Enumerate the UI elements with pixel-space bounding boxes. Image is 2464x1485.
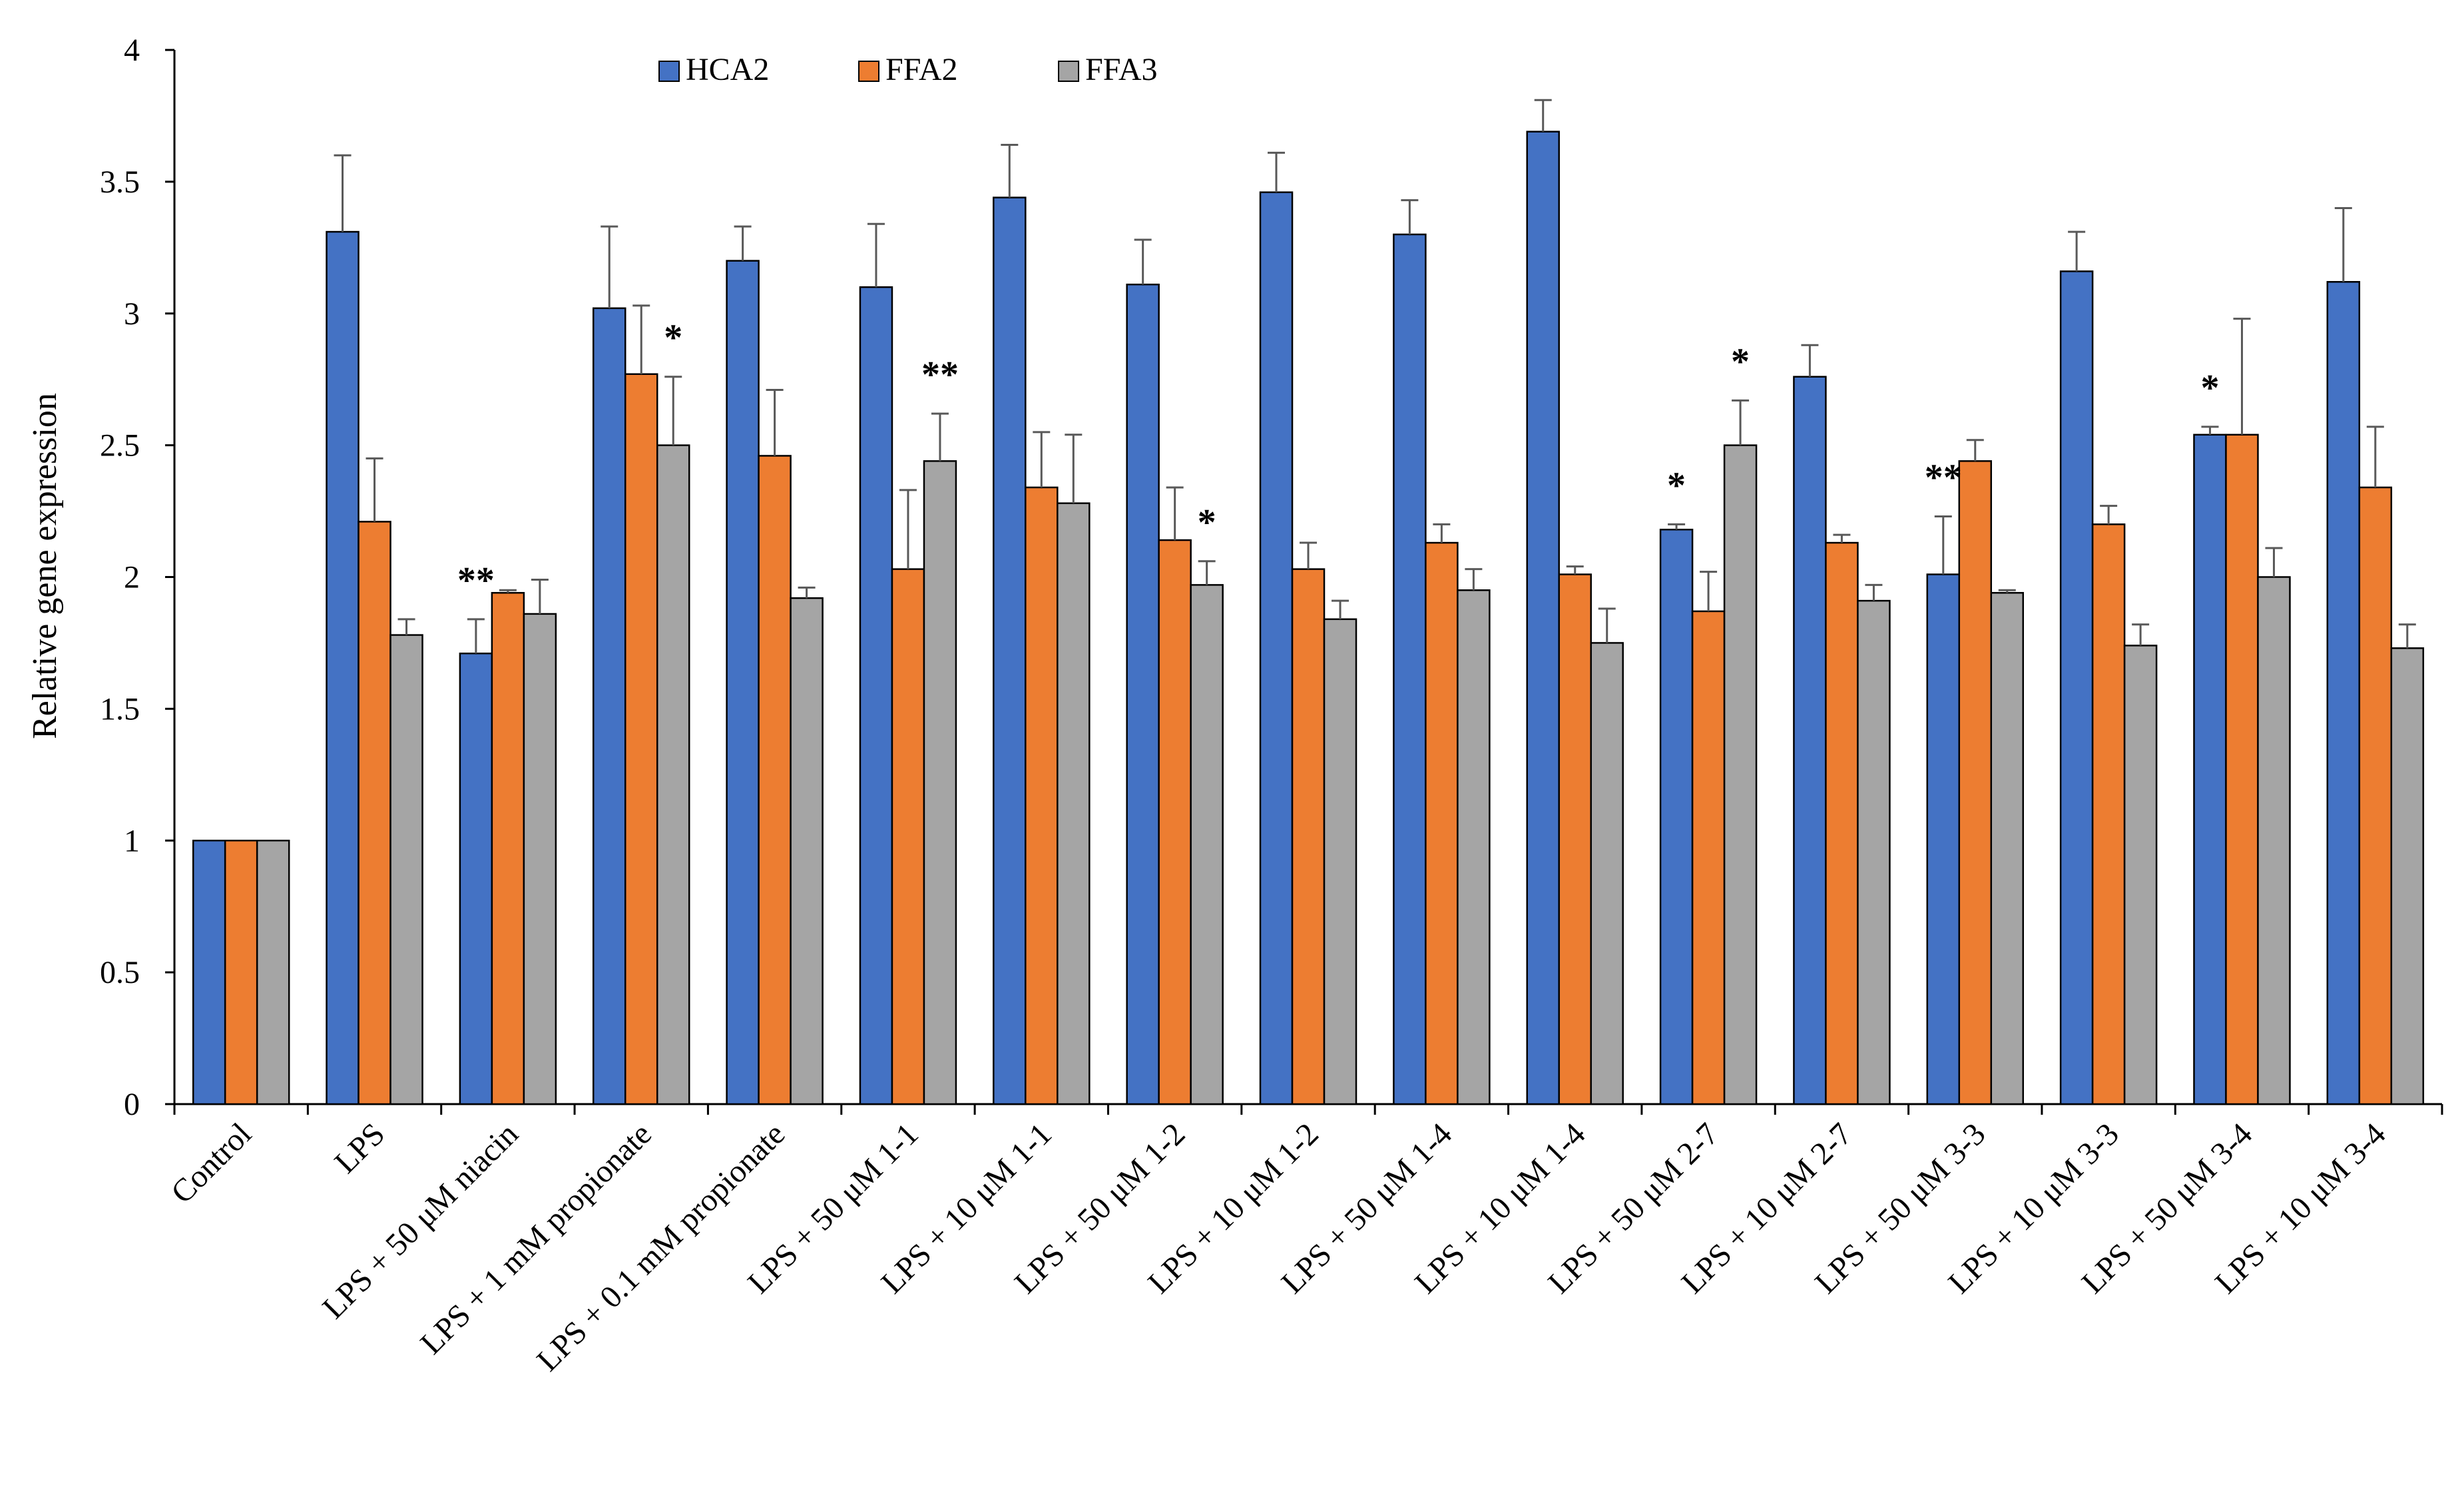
bars-layer	[192, 131, 2425, 1105]
bar-ffa2	[358, 521, 391, 1105]
bar-hca2	[326, 230, 360, 1105]
bar-hca2	[726, 260, 760, 1105]
bar-ffa3	[1057, 502, 1091, 1105]
bar-ffa3	[523, 613, 557, 1105]
bar-ffa3	[2257, 576, 2291, 1105]
bar-ffa2	[224, 840, 258, 1105]
significance-marker: *	[1198, 502, 1216, 543]
significance-marker: **	[1925, 457, 1962, 498]
y-tick-label: 1	[124, 823, 140, 858]
bar-ffa3	[1723, 444, 1758, 1105]
bar-ffa2	[1291, 568, 1326, 1105]
bar-ffa2	[1025, 486, 1059, 1105]
bar-ffa3	[1323, 618, 1357, 1105]
y-tick-label: 3	[124, 296, 140, 332]
bar-hca2	[1126, 283, 1160, 1105]
legend-label-ffa3: FFA3	[1085, 52, 1158, 87]
bar-ffa3	[256, 840, 290, 1105]
legend-swatch-ffa3	[1058, 61, 1079, 82]
legend-swatch-ffa2	[858, 61, 879, 82]
bar-ffa2	[1958, 460, 1993, 1105]
bar-ffa2	[2091, 523, 2126, 1105]
bar-hca2	[859, 286, 893, 1105]
bar-ffa2	[1691, 610, 1726, 1105]
legend-label-hca2: HCA2	[686, 52, 769, 87]
bar-hca2	[1659, 529, 1694, 1105]
significance-marker: *	[1731, 341, 1750, 382]
x-tick-label: LPS	[328, 1116, 391, 1180]
bar-ffa3	[2123, 645, 2158, 1105]
bar-ffa3	[790, 597, 824, 1105]
y-tick-label: 3.5	[100, 164, 140, 200]
y-tick-label: 1.5	[100, 691, 140, 727]
bar-ffa2	[2225, 434, 2259, 1105]
error-bars-layer	[334, 99, 2416, 654]
significance-marker: **	[457, 560, 495, 601]
bar-ffa2	[1425, 541, 1459, 1105]
y-tick-label: 4	[124, 33, 140, 68]
y-tick-label: 0	[124, 1087, 140, 1122]
bar-ffa3	[1190, 584, 1224, 1105]
bar-ffa3	[2390, 647, 2425, 1105]
legend-swatch-hca2	[658, 61, 680, 82]
bar-ffa3	[389, 634, 423, 1105]
bar-ffa3	[1457, 589, 1491, 1105]
bar-ffa2	[491, 591, 525, 1105]
bar-hca2	[592, 307, 626, 1105]
bar-hca2	[1393, 233, 1427, 1105]
bar-ffa3	[1990, 591, 2025, 1105]
bar-ffa2	[758, 455, 792, 1105]
bar-hca2	[1926, 573, 1961, 1105]
bar-ffa3	[1590, 642, 1624, 1105]
legend-label-ffa2: FFA2	[885, 52, 958, 87]
y-tick-label: 2.5	[100, 428, 140, 463]
bar-ffa3	[1857, 599, 1891, 1105]
legend: HCA2 FFA2 FFA3	[658, 52, 1158, 87]
significance-marker: **	[921, 354, 959, 396]
bar-hca2	[993, 196, 1027, 1105]
bar-hca2	[192, 840, 226, 1105]
bar-hca2	[2326, 281, 2361, 1105]
bar-hca2	[1793, 376, 1827, 1105]
bar-ffa2	[1825, 541, 1859, 1105]
bar-ffa3	[656, 444, 690, 1105]
y-tick-label: 0.5	[100, 955, 140, 990]
bar-hca2	[2193, 434, 2227, 1105]
bar-ffa2	[1558, 573, 1592, 1105]
bar-hca2	[1526, 131, 1560, 1105]
bar-hca2	[1259, 191, 1294, 1105]
significance-marker: *	[664, 318, 682, 359]
significance-marker: *	[2200, 368, 2219, 409]
x-tick-label: LPS + 0.1 mM propionate	[530, 1116, 792, 1378]
y-tick-label: 2	[124, 560, 140, 595]
significance-marker: *	[1667, 465, 1686, 506]
x-tick-label: Control	[164, 1116, 258, 1210]
bar-ffa2	[2358, 486, 2393, 1105]
bar-hca2	[2059, 270, 2094, 1105]
x-tick-label: LPS + 1 mM propionate	[413, 1116, 658, 1361]
bar-ffa2	[1158, 539, 1192, 1105]
y-axis-title: Relative gene expression	[26, 393, 64, 739]
bar-ffa2	[624, 373, 658, 1105]
bar-hca2	[459, 653, 493, 1105]
bar-ffa3	[923, 460, 957, 1105]
bar-ffa2	[891, 568, 925, 1105]
annotations-layer: ***********	[457, 318, 2220, 601]
